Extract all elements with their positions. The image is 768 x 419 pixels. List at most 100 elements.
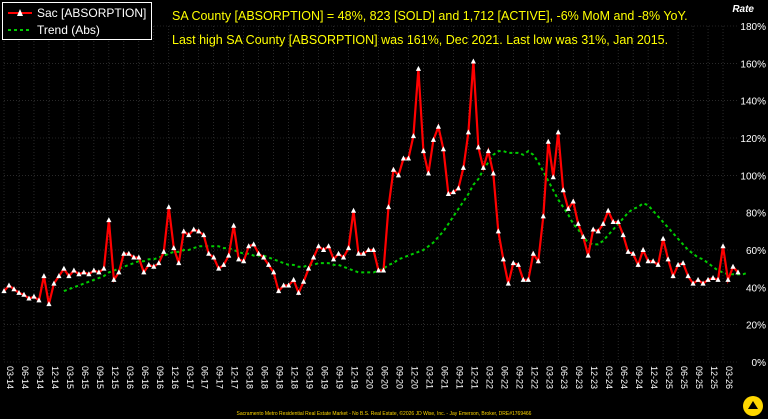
x-tick-label: 03-23 [544, 366, 554, 389]
x-tick-label: 03-26 [724, 366, 734, 389]
data-point-marker [96, 269, 102, 275]
data-point-marker [266, 261, 272, 267]
x-tick-label: 03-16 [125, 366, 135, 389]
gridlines [3, 25, 738, 363]
data-point-marker [246, 243, 252, 249]
x-tick-label: 06-18 [260, 366, 270, 389]
data-point-marker [405, 155, 412, 161]
data-point-marker [690, 280, 696, 286]
data-point-marker [395, 172, 402, 178]
x-tick-label: 12-20 [409, 366, 419, 389]
data-point-marker [146, 261, 152, 267]
y-tick-label: 60% [746, 246, 766, 257]
data-point-marker [151, 263, 157, 269]
data-point-marker [166, 204, 172, 210]
data-point-marker [226, 252, 232, 258]
data-point-marker [126, 250, 132, 256]
data-point-marker [465, 129, 471, 135]
data-point-marker [675, 261, 681, 267]
data-point-marker [380, 267, 387, 273]
data-point-marker [1, 288, 7, 294]
data-point-marker [455, 185, 461, 191]
data-point-marker [91, 267, 97, 273]
data-point-marker [640, 247, 646, 252]
x-tick-label: 06-20 [379, 366, 389, 389]
data-point-marker [515, 261, 521, 267]
data-point-marker [330, 256, 337, 262]
y-axis-label: Rate [732, 4, 754, 15]
data-point-marker [6, 282, 12, 288]
data-point-marker [440, 146, 447, 152]
data-point-marker [241, 258, 247, 264]
data-point-marker [540, 213, 546, 219]
data-point-marker [231, 222, 237, 228]
x-tick-label: 06-17 [200, 366, 210, 389]
data-point-marker [291, 276, 297, 282]
x-tick-label: 09-21 [454, 366, 464, 389]
x-tick-label: 12-22 [529, 366, 539, 389]
data-point-marker [111, 276, 117, 282]
legend-item-trend: Trend (Abs) [7, 22, 100, 38]
data-point-marker [201, 232, 207, 238]
data-point-marker [505, 280, 511, 286]
data-point-marker [136, 254, 142, 260]
x-tick-label: 09-17 [215, 366, 225, 389]
x-tick-label: 03-21 [424, 366, 434, 389]
data-point-marker [655, 261, 661, 267]
data-point-marker [261, 254, 267, 260]
data-point-marker [46, 301, 52, 307]
x-tick-label: 12-14 [50, 366, 60, 389]
data-point-marker [375, 267, 382, 273]
data-point-marker [525, 276, 531, 282]
x-tick-label: 09-18 [275, 366, 285, 389]
x-tick-label: 06-22 [499, 366, 509, 389]
legend: Sac [ABSORPTION] Trend (Abs) [2, 2, 152, 40]
data-point-marker [530, 250, 536, 256]
x-tick-label: 09-15 [95, 366, 105, 389]
data-point-marker [156, 260, 162, 266]
data-point-marker [295, 289, 302, 295]
x-tick-label: 06-15 [80, 366, 90, 389]
data-point-marker [725, 276, 731, 282]
data-point-marker [36, 297, 42, 303]
x-tick-label: 09-20 [394, 366, 404, 389]
data-point-marker [555, 129, 561, 135]
data-point-marker [705, 276, 711, 282]
data-point-marker [720, 243, 726, 249]
data-point-marker [355, 250, 362, 256]
data-point-marker [300, 278, 307, 284]
x-tick-label: 06-23 [559, 366, 569, 389]
brand-logo-icon [743, 396, 763, 416]
y-tick-label: 20% [746, 321, 766, 332]
data-point-marker [26, 295, 32, 301]
data-point-marker [61, 265, 67, 271]
data-point-marker [425, 170, 432, 176]
data-point-marker [610, 219, 616, 224]
data-point-marker [86, 271, 92, 277]
data-point-marker [286, 282, 292, 288]
data-point-marker [350, 207, 357, 213]
data-point-marker [121, 250, 127, 256]
data-point-marker [116, 269, 122, 275]
y-tick-label: 0% [752, 358, 767, 369]
x-tick-label: 06-14 [20, 366, 30, 389]
data-point-marker [535, 258, 541, 264]
data-point-marker [181, 228, 187, 234]
data-point-marker [700, 280, 706, 286]
data-point-marker [221, 261, 227, 267]
data-point-marker [21, 291, 27, 297]
data-point-marker [730, 263, 736, 269]
data-point-marker [580, 233, 586, 239]
data-point-marker [281, 282, 287, 288]
legend-swatch-absorption [8, 9, 32, 16]
data-point-marker [271, 269, 277, 275]
x-tick-label: 12-23 [589, 366, 599, 389]
data-point-marker [470, 58, 476, 64]
x-tick-label: 12-21 [469, 366, 479, 389]
x-tick-label: 06-24 [619, 366, 629, 389]
data-point-marker [625, 248, 631, 254]
data-point-marker [106, 217, 112, 223]
data-point-marker [410, 133, 417, 139]
x-tick-label: 06-19 [320, 366, 330, 389]
data-point-marker [345, 245, 352, 251]
